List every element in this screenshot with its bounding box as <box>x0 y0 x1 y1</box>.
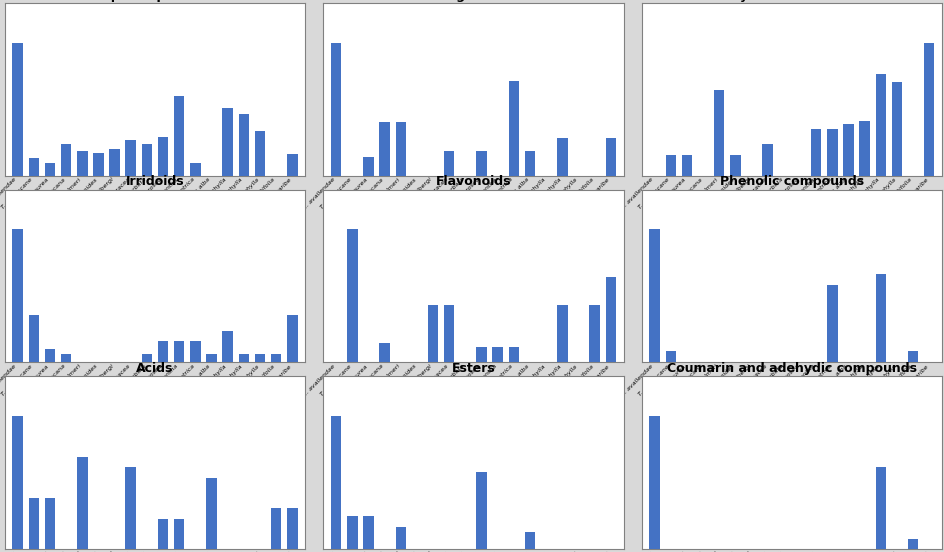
Bar <box>142 144 152 176</box>
Bar <box>346 516 357 549</box>
Bar <box>714 89 724 176</box>
Bar <box>222 108 232 176</box>
Title: Flavonoids: Flavonoids <box>435 176 511 188</box>
Bar <box>255 131 265 176</box>
Bar <box>362 157 373 176</box>
Bar <box>44 349 55 363</box>
Bar <box>60 354 72 363</box>
Bar <box>907 539 918 549</box>
Bar <box>330 416 341 549</box>
Bar <box>28 315 39 363</box>
Title: Coumarin and adehydic compounds: Coumarin and adehydic compounds <box>666 362 916 375</box>
Bar <box>287 315 297 363</box>
Bar <box>158 518 168 549</box>
Bar <box>76 151 88 176</box>
Bar <box>330 43 341 176</box>
Bar <box>110 149 120 176</box>
Bar <box>238 354 249 363</box>
Bar <box>44 163 55 176</box>
Bar <box>907 352 918 363</box>
Bar <box>28 158 39 176</box>
Bar <box>524 151 534 176</box>
Bar <box>605 277 615 363</box>
Title: Fatty acids and sterols: Fatty acids and sterols <box>712 0 870 2</box>
Bar <box>810 129 820 176</box>
Bar <box>762 145 772 176</box>
Bar <box>271 508 281 549</box>
Bar <box>126 140 136 176</box>
Bar <box>76 457 88 549</box>
Bar <box>222 331 232 363</box>
Bar <box>476 151 486 176</box>
Bar <box>874 274 885 363</box>
Bar <box>605 137 615 176</box>
Title: Acids: Acids <box>136 362 174 375</box>
Bar <box>649 230 659 363</box>
Bar <box>346 230 357 363</box>
Bar <box>681 155 691 176</box>
Bar <box>842 124 852 176</box>
Bar <box>444 151 454 176</box>
Title: Naphthoquinones: Naphthoquinones <box>93 0 217 2</box>
Bar <box>287 508 297 549</box>
Title: Irridoids: Irridoids <box>126 176 184 188</box>
Title: Esters: Esters <box>451 362 495 375</box>
Bar <box>891 82 902 176</box>
Bar <box>158 137 168 176</box>
Bar <box>206 477 216 549</box>
Bar <box>379 123 390 176</box>
Bar <box>396 527 406 549</box>
Bar <box>476 471 486 549</box>
Bar <box>206 354 216 363</box>
Bar <box>142 354 152 363</box>
Bar <box>126 468 136 549</box>
Bar <box>524 532 534 549</box>
Bar <box>238 114 249 176</box>
Bar <box>826 129 836 176</box>
Bar <box>174 341 184 363</box>
Bar <box>428 305 438 363</box>
Bar <box>158 341 168 363</box>
Bar <box>174 96 184 176</box>
Bar <box>44 498 55 549</box>
Bar <box>60 144 72 176</box>
Bar <box>287 155 297 176</box>
Bar <box>255 354 265 363</box>
Bar <box>12 416 23 549</box>
Bar <box>556 305 567 363</box>
Bar <box>874 74 885 176</box>
Bar <box>12 43 23 176</box>
Bar <box>730 155 740 176</box>
Bar <box>362 516 373 549</box>
Bar <box>379 343 390 363</box>
Bar <box>396 123 406 176</box>
Bar <box>556 137 567 176</box>
Bar <box>923 43 934 176</box>
Bar <box>271 354 281 363</box>
Bar <box>508 347 518 363</box>
Bar <box>444 305 454 363</box>
Bar <box>665 155 675 176</box>
Bar <box>190 163 200 176</box>
Bar <box>508 81 518 176</box>
Bar <box>12 230 23 363</box>
Bar <box>28 498 39 549</box>
Bar <box>589 305 599 363</box>
Bar <box>174 518 184 549</box>
Title: Phenolic compounds: Phenolic compounds <box>719 176 863 188</box>
Bar <box>665 352 675 363</box>
Bar <box>874 468 885 549</box>
Title: lignans: lignans <box>447 0 498 2</box>
Bar <box>476 347 486 363</box>
Bar <box>858 121 869 176</box>
Bar <box>492 347 502 363</box>
Bar <box>649 416 659 549</box>
Bar <box>190 341 200 363</box>
Bar <box>826 285 836 363</box>
Bar <box>93 153 104 176</box>
